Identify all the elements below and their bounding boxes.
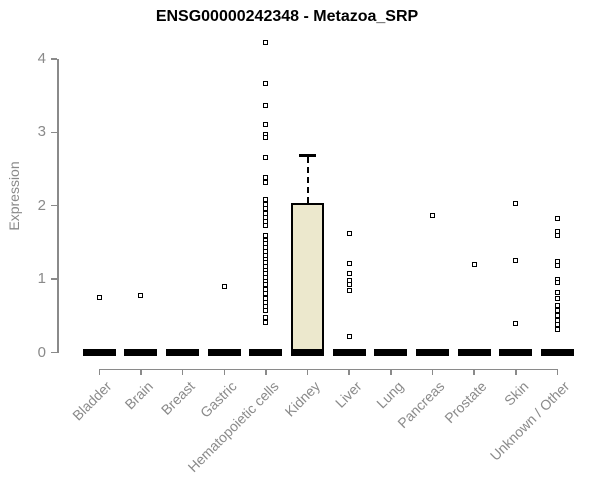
outlier-point — [263, 180, 269, 186]
outlier-point — [263, 174, 269, 180]
x-tick-label: Skin — [500, 378, 532, 409]
median-bar — [457, 349, 491, 356]
x-tick-label: Kidney — [281, 378, 323, 420]
y-tick — [51, 278, 57, 280]
x-axis-line — [98, 368, 559, 370]
y-tick-label: 4 — [37, 49, 46, 67]
outlier-point — [346, 271, 352, 277]
x-tick-label: Breast — [157, 378, 198, 418]
outlier-point — [263, 308, 269, 314]
x-tick — [306, 368, 309, 375]
median-bar — [82, 349, 116, 356]
x-tick — [98, 368, 101, 375]
outlier-point — [554, 308, 560, 314]
x-tick-label: Brain — [121, 378, 157, 413]
outlier-point — [263, 232, 269, 238]
x-tick — [473, 368, 475, 375]
outlier-point — [554, 233, 560, 239]
outlier-point — [554, 263, 560, 269]
outlier-point — [346, 261, 352, 267]
y-tick — [51, 58, 57, 60]
outlier-point — [263, 155, 269, 161]
box-iqr — [291, 203, 325, 354]
x-tick — [181, 368, 184, 375]
median-bar — [124, 349, 158, 356]
x-tick — [390, 368, 392, 375]
outlier-point — [263, 81, 269, 87]
x-tick — [348, 368, 350, 375]
outlier-point — [346, 288, 352, 294]
outlier-point — [430, 212, 435, 218]
outlier-point — [554, 303, 560, 309]
x-tick-label: Bladder — [69, 378, 115, 424]
outlier-point — [554, 279, 560, 285]
x-tick-label: Prostate — [441, 378, 490, 427]
outlier-point — [346, 231, 352, 237]
median-bar — [249, 349, 283, 356]
outlier-point — [221, 283, 227, 289]
outlier-point — [513, 320, 519, 326]
x-tick — [265, 368, 267, 375]
outlier-point — [263, 134, 269, 140]
median-bar — [332, 349, 366, 356]
outlier-point — [263, 196, 269, 202]
x-tick — [223, 368, 225, 375]
median-bar — [207, 349, 241, 356]
y-axis-line — [57, 58, 59, 354]
outlier-point — [263, 122, 269, 128]
median-bar — [166, 349, 200, 356]
y-tick-label: 1 — [37, 270, 46, 288]
whisker-cap — [299, 154, 317, 158]
y-tick — [51, 131, 57, 134]
outlier-point — [263, 319, 269, 325]
median-bar — [499, 349, 533, 356]
outlier-point — [263, 40, 269, 46]
outlier-point — [554, 289, 560, 295]
x-tick-label: Lung — [372, 378, 407, 412]
y-tick-label: 2 — [37, 196, 46, 214]
outlier-point — [263, 314, 269, 320]
outlier-point — [554, 295, 560, 301]
median-bar — [291, 349, 325, 356]
x-tick-label: Liver — [331, 378, 365, 411]
y-tick-label: 0 — [37, 343, 46, 361]
median-bar — [416, 349, 449, 356]
y-tick — [51, 351, 57, 354]
outlier-point — [471, 261, 477, 267]
chart-title: ENSG00000242348 - Metazoa_SRP — [155, 8, 419, 25]
outlier-point — [346, 282, 352, 288]
y-tick — [51, 204, 57, 207]
outlier-point — [96, 294, 102, 300]
outlier-point — [346, 333, 352, 339]
outlier-point — [554, 326, 560, 332]
outlier-point — [263, 102, 269, 108]
outlier-point — [138, 292, 144, 298]
outlier-point — [513, 257, 519, 263]
outlier-point — [263, 223, 269, 229]
y-tick-label: 3 — [37, 123, 46, 141]
median-bar — [374, 349, 408, 356]
x-tick — [140, 368, 142, 375]
x-tick — [556, 368, 559, 375]
x-tick — [431, 368, 434, 375]
outlier-point — [513, 200, 519, 206]
median-bar — [540, 349, 574, 356]
x-tick — [515, 368, 517, 375]
outlier-point — [554, 216, 560, 222]
upper-whisker — [306, 157, 309, 204]
